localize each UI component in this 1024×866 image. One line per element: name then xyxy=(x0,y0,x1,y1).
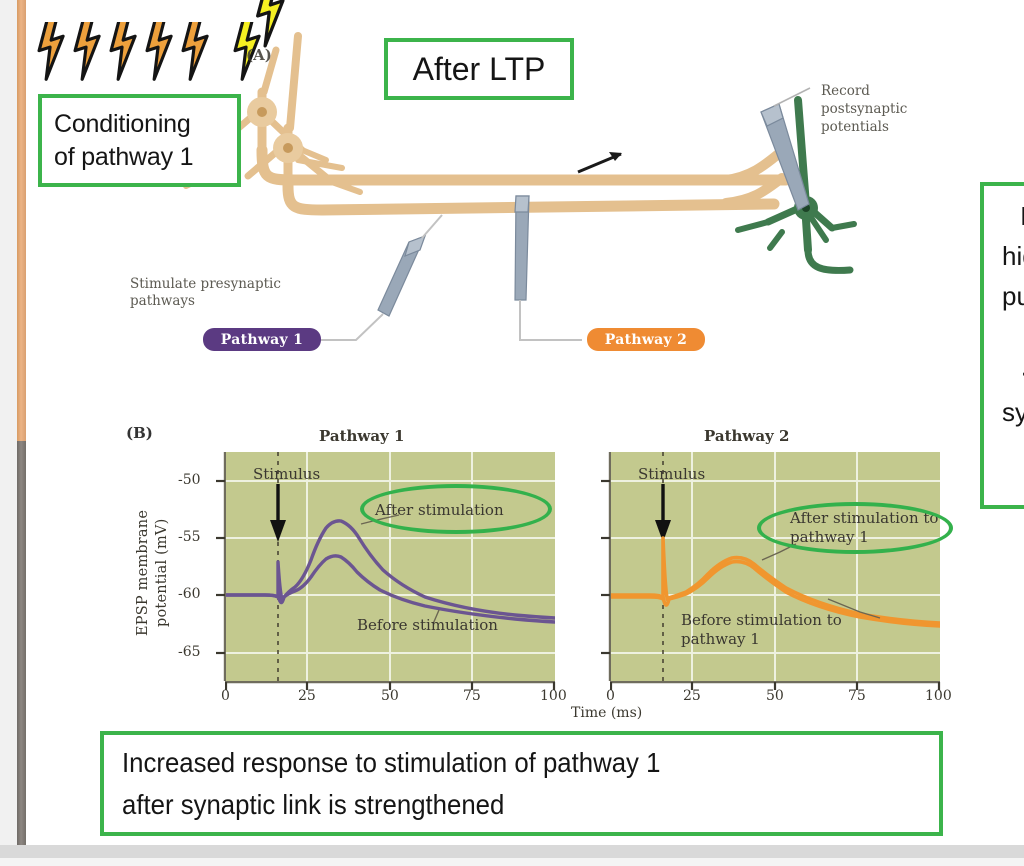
summary-line-2: after synaptic link is strengthened xyxy=(122,788,505,820)
pathway-2-badge[interactable]: Pathway 2 xyxy=(587,328,705,351)
x-axis-ticks-2 xyxy=(610,681,941,690)
right-box-line-1: If xyxy=(1020,201,1024,231)
right-box-line-5: syr xyxy=(1002,397,1024,427)
x2-tick-0: 0 xyxy=(606,688,615,704)
summary-line-1: Increased response to stimulation of pat… xyxy=(122,746,661,778)
stimulate-label-line1: Stimulate presynaptic xyxy=(130,276,281,292)
conditioning-line-2: of pathway 1 xyxy=(54,142,194,171)
scrollbar-thumb-orange[interactable] xyxy=(17,0,26,441)
stimulate-label-line2: pathways xyxy=(130,293,195,309)
stimulus-bolt-yellow-2 xyxy=(256,0,285,48)
chart-1-before-label: Before stimulation xyxy=(357,616,498,634)
stimulus-bolt-yellow-1 xyxy=(233,22,261,81)
chart-2-title: Pathway 2 xyxy=(704,427,790,445)
panel-a-label: (A) xyxy=(246,46,272,64)
highlight-ellipse-after-stimulation-1 xyxy=(360,484,552,534)
right-box-spacer xyxy=(1002,316,1024,352)
panel-b-label: (B) xyxy=(126,424,153,442)
stimulate-presynaptic-label: Stimulate presynaptic pathways xyxy=(130,276,350,310)
bottom-edge-band xyxy=(0,858,1024,866)
x2-tick-75: 75 xyxy=(848,688,866,704)
x1-tick-100: 100 xyxy=(540,688,567,704)
x2-tick-50: 50 xyxy=(766,688,784,704)
chart-1-stimulus-label: Stimulus xyxy=(253,465,321,483)
y-axis-ticks-1 xyxy=(216,452,226,681)
chart-panel-pathway-1 xyxy=(225,452,555,681)
x1-tick-50: 50 xyxy=(381,688,399,704)
y-axis-title: EPSP membrane potential (mV) xyxy=(135,509,170,637)
y-tick-55: -55 xyxy=(178,529,201,545)
chart-panel-pathway-2 xyxy=(610,452,940,681)
scrollbar-thumb-gray[interactable] xyxy=(17,441,26,845)
chart-1-title: Pathway 1 xyxy=(319,427,405,445)
after-ltp-label: After LTP xyxy=(412,51,546,87)
y-tick-50: -50 xyxy=(178,472,201,488)
chart-1-plot xyxy=(225,452,555,681)
annotation-after-ltp-box[interactable]: After LTP xyxy=(384,38,574,100)
x1-tick-0: 0 xyxy=(221,688,230,704)
y-axis-ticks-2 xyxy=(601,452,611,681)
slide-sheet: (A) Stimulate presynaptic pathways Recor… xyxy=(26,0,1024,845)
chart-2-stimulus-label: Stimulus xyxy=(638,465,706,483)
right-box-line-3: pul xyxy=(1002,281,1024,311)
record-postsynaptic-label: Record postsynaptic potentials xyxy=(821,82,941,136)
x2-tick-25: 25 xyxy=(683,688,701,704)
annotation-conditioning-box[interactable]: Conditioning of pathway 1 xyxy=(38,94,241,187)
pathway-1-badge[interactable]: Pathway 1 xyxy=(203,328,321,351)
annotation-right-box-clipped[interactable]: If hig pul · syr xyxy=(980,182,1024,509)
right-box-line-4: · xyxy=(1002,352,1024,392)
chart-2-before-label: Before stimulation to pathway 1 xyxy=(681,611,842,648)
record-label-line1: Record xyxy=(821,83,870,99)
stimulus-bolts-orange xyxy=(37,22,209,81)
y-tick-60: -60 xyxy=(178,586,201,602)
right-box-line-2: hig xyxy=(1002,241,1024,271)
x2-tick-100: 100 xyxy=(925,688,952,704)
annotation-summary-box[interactable]: Increased response to stimulation of pat… xyxy=(100,731,943,836)
x-axis-title: Time (ms) xyxy=(571,705,643,721)
chart-2-plot xyxy=(610,452,940,681)
highlight-ellipse-after-stimulation-2 xyxy=(757,502,953,554)
y-tick-65: -65 xyxy=(178,644,201,660)
record-label-line3: potentials xyxy=(821,119,889,135)
x-axis-ticks-1 xyxy=(225,681,556,690)
neuron-diagram xyxy=(183,32,857,341)
conditioning-line-1: Conditioning xyxy=(54,109,191,138)
record-label-line2: postsynaptic xyxy=(821,101,908,117)
x1-tick-25: 25 xyxy=(298,688,316,704)
x1-tick-75: 75 xyxy=(463,688,481,704)
